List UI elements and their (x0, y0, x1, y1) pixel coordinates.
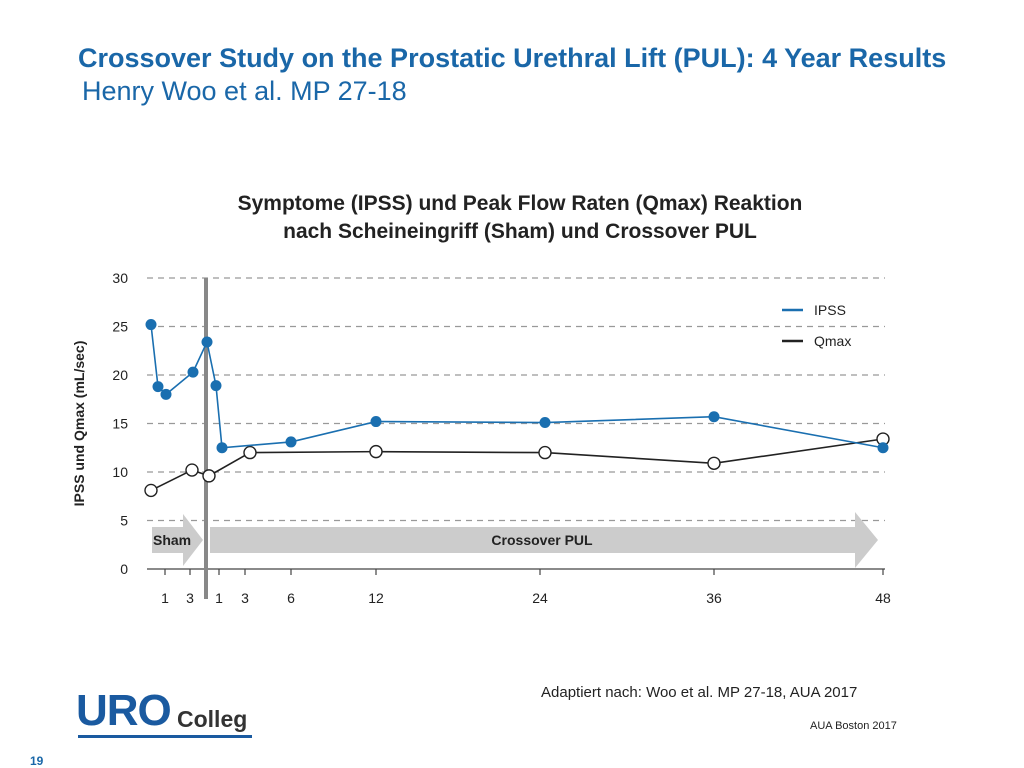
qmax-point (144, 483, 158, 498)
qmax-point (185, 463, 199, 477)
qmax-point (538, 445, 552, 460)
y-tick-label: 30 (112, 270, 128, 286)
qmax-line (150, 438, 884, 492)
slide-title: Crossover Study on the Prostatic Urethra… (78, 42, 978, 108)
ipss-point (285, 436, 297, 448)
source-note: Adaptiert nach: Woo et al. MP 27-18, AUA… (541, 684, 858, 701)
x-tick-label: 36 (706, 590, 722, 606)
y-tick-label: 0 (120, 561, 128, 577)
logo-colleg: Colleg (177, 706, 248, 732)
qmax-point (707, 456, 721, 470)
qmax-point (369, 444, 383, 459)
ipss-point (216, 442, 228, 454)
y-axis-title: IPSS und Qmax (mL/sec) (71, 341, 87, 507)
x-tick-label: 1 (215, 590, 223, 606)
y-tick-label: 25 (112, 319, 128, 335)
ipss-point (201, 336, 213, 348)
qmax-point (202, 469, 216, 483)
ipss-point (145, 319, 157, 331)
chart-title-line-1: Symptome (IPSS) und Peak Flow Raten (Qma… (237, 192, 803, 215)
ipss-point (708, 411, 720, 423)
event-note: AUA Boston 2017 (810, 720, 897, 732)
qmax-point (243, 445, 257, 460)
x-tick-label: 24 (532, 590, 548, 606)
chart-title-line-2: nach Scheineingriff (Sham) und Crossover… (283, 220, 757, 243)
urocolleg-logo: URO Colleg (76, 686, 254, 742)
x-tick-label: 1 (161, 590, 169, 606)
phase-label-crossover: Crossover PUL (491, 532, 593, 548)
ipss-point (160, 388, 172, 400)
phase-label-sham: Sham (153, 532, 191, 548)
x-tick-label: 3 (241, 590, 249, 606)
logo-bar (78, 735, 252, 738)
ipss-point (370, 416, 382, 428)
y-tick-label: 20 (112, 367, 128, 383)
ipss-line (150, 324, 884, 449)
x-tick-label: 12 (368, 590, 384, 606)
ipss-point (152, 381, 164, 393)
chart-title: Symptome (IPSS) und Peak Flow Raten (Qma… (130, 190, 910, 246)
y-tick-label: 15 (112, 416, 128, 432)
x-tick-label: 48 (875, 590, 891, 606)
logo-uro: URO (76, 686, 172, 735)
ipss-point (539, 417, 551, 429)
page-number: 19 (30, 754, 44, 768)
x-tick-label: 3 (186, 590, 194, 606)
phase-arrow-sham (152, 514, 203, 566)
ipss-point (187, 366, 199, 378)
ipss-point (210, 380, 222, 392)
y-tick-label: 5 (120, 513, 128, 529)
slide-title-main: Crossover Study on the Prostatic Urethra… (78, 43, 947, 73)
phase-arrow-crossover (210, 512, 878, 568)
slide-title-author: Henry Woo et al. MP 27-18 (82, 76, 407, 106)
legend-label-qmax: Qmax (814, 333, 851, 349)
legend-label-ipss: IPSS (814, 302, 846, 318)
y-tick-label: 10 (112, 464, 128, 480)
x-tick-label: 6 (287, 590, 295, 606)
ipss-point (877, 442, 889, 454)
